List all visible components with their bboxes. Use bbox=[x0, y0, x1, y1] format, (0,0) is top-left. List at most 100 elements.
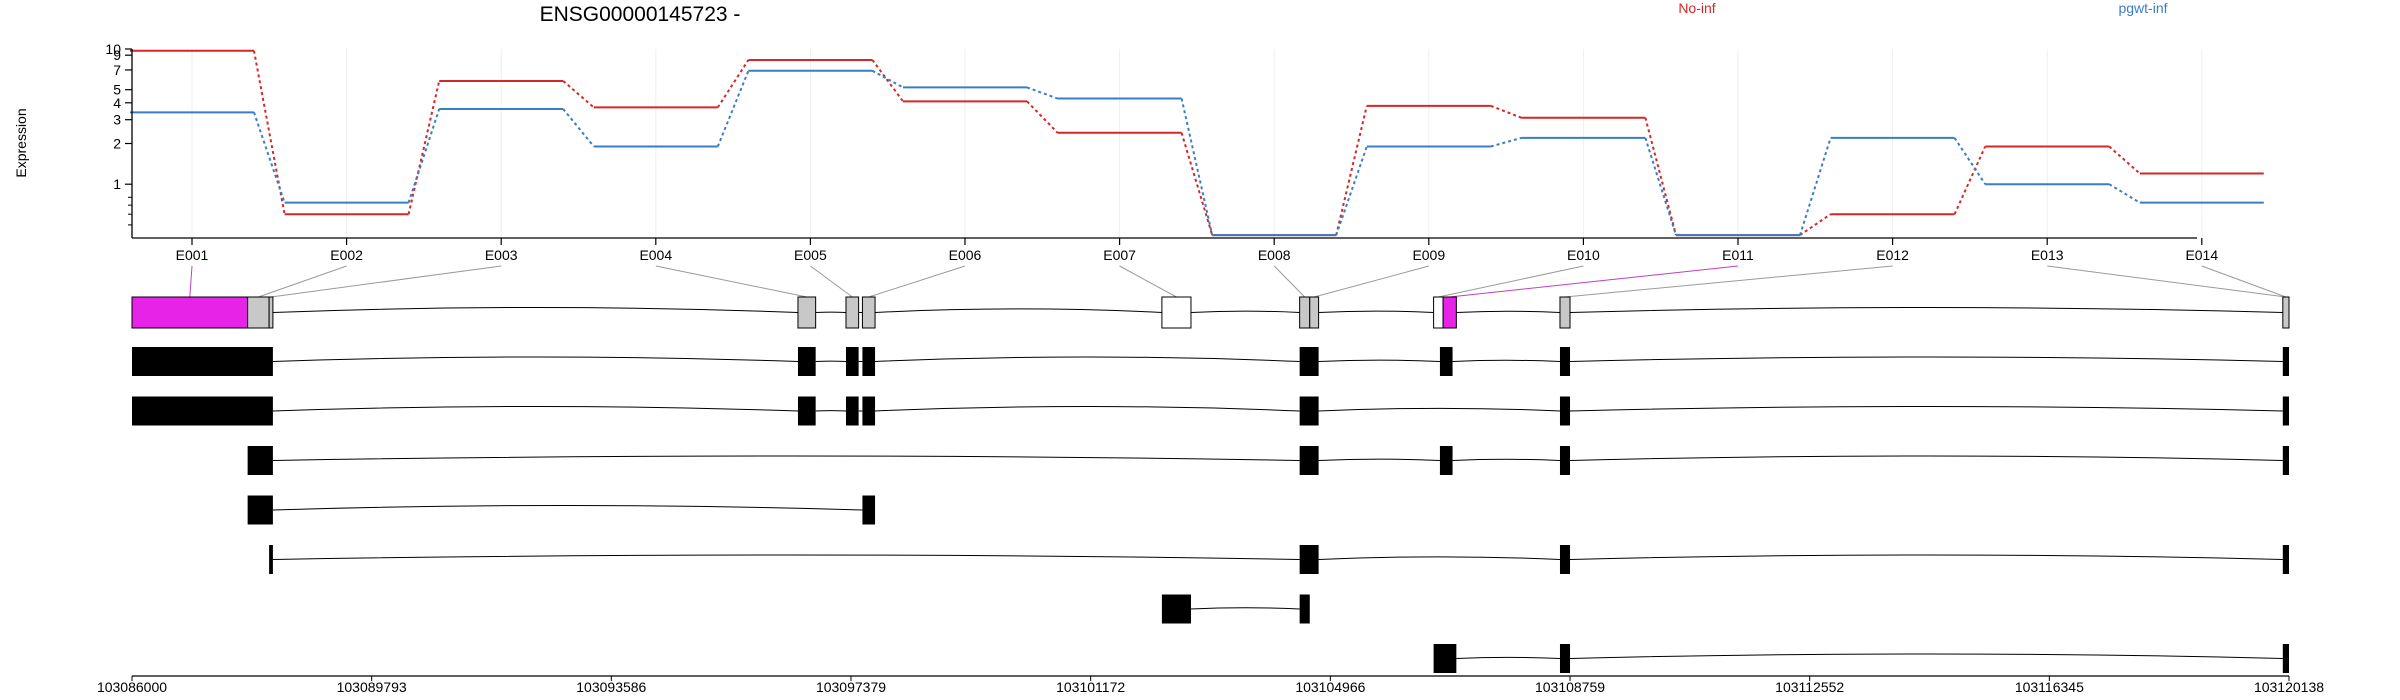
exon-box-e004 bbox=[797, 296, 817, 329]
exon-box-e005 bbox=[845, 296, 860, 329]
transcript-intron bbox=[1318, 458, 1440, 461]
genomic-tick-label-103112552: 103112552 bbox=[1775, 679, 1844, 695]
series-connector-pgwt-inf-e007 bbox=[1180, 98, 1214, 236]
series-connector-no-inf-e006 bbox=[1026, 100, 1059, 134]
x-tick-label-e014: E014 bbox=[2185, 247, 2218, 263]
series-connector-no-inf-e005 bbox=[871, 59, 904, 102]
series-connector-no-inf-e011 bbox=[1799, 213, 1832, 236]
genomic-tick-label-103086000: 103086000 bbox=[97, 679, 167, 695]
exon-box-e011 bbox=[1442, 296, 1457, 329]
series-connector-pgwt-inf-e010 bbox=[1644, 137, 1677, 236]
transcript-exon bbox=[132, 396, 273, 426]
transcript-exon bbox=[1559, 446, 1571, 475]
transcript-intron bbox=[272, 455, 1300, 461]
legend-label-pgwt-inf: pgwt-inf bbox=[2118, 0, 2167, 16]
plot-grid bbox=[191, 49, 2203, 238]
exon-box-e003 bbox=[268, 296, 274, 329]
transcript-intron bbox=[1190, 607, 1300, 610]
series-connector-no-inf-e009 bbox=[1490, 104, 1522, 119]
genomic-tick-label-103089793: 103089793 bbox=[337, 679, 407, 695]
transcript-exon bbox=[2282, 446, 2289, 475]
genomic-tick-label-103097379: 103097379 bbox=[816, 679, 886, 695]
x-tick-label-e009: E009 bbox=[1412, 247, 1445, 263]
transcript-exon bbox=[1559, 545, 1571, 574]
connector-line-e014 bbox=[2201, 265, 2287, 298]
series-connector-no-inf-e012 bbox=[1953, 146, 1987, 215]
series-connector-pgwt-inf-e006 bbox=[1026, 86, 1058, 100]
transcript-intron bbox=[1318, 359, 1440, 362]
transcript-intron bbox=[1570, 554, 2283, 560]
series-connector-no-inf-e013 bbox=[2108, 145, 2141, 175]
genomic-tick-label-103120138: 103120138 bbox=[2254, 679, 2324, 695]
transcript-exon bbox=[247, 446, 273, 475]
transcript-tracks bbox=[132, 347, 2289, 673]
series-connector-pgwt-inf-e002 bbox=[407, 108, 441, 203]
transcript-exon bbox=[797, 396, 816, 426]
intron-line bbox=[272, 307, 798, 313]
series-pgwt-inf bbox=[130, 69, 2264, 237]
transcript-exon bbox=[862, 396, 876, 426]
transcript-exon bbox=[1299, 594, 1310, 624]
transcript-4 bbox=[247, 495, 876, 525]
connector-line-e011 bbox=[1449, 265, 1739, 298]
exon-box-e009 bbox=[1309, 296, 1320, 329]
x-tick-label-e008: E008 bbox=[1258, 247, 1291, 263]
x-tick-label-e002: E002 bbox=[330, 247, 363, 263]
series-connector-no-inf-e007 bbox=[1180, 132, 1214, 236]
transcript-6 bbox=[1161, 594, 1310, 624]
series-connector-no-inf-e001 bbox=[253, 50, 286, 215]
transcript-exon bbox=[269, 545, 273, 574]
transcript-intron bbox=[875, 406, 1300, 412]
exon-box-e001 bbox=[131, 296, 249, 329]
genomic-coordinate-axis: 103086000 103089793 103093586 103097379 1031… bbox=[97, 675, 2324, 695]
series-connector-pgwt-inf-e012 bbox=[1953, 137, 1987, 185]
transcript-exon bbox=[2282, 644, 2289, 673]
connector-line-e010 bbox=[1438, 265, 1584, 298]
y-tick-label-7: 7 bbox=[113, 62, 121, 78]
intron-line bbox=[1570, 307, 2283, 313]
exon-model-track bbox=[131, 296, 2290, 329]
transcript-exon bbox=[1299, 446, 1319, 475]
connector-line-e013 bbox=[2047, 265, 2286, 298]
series-connector-pgwt-inf-e013 bbox=[2108, 183, 2141, 204]
series-no-inf bbox=[130, 49, 2264, 237]
exon-box-e002 bbox=[247, 296, 270, 329]
legend-label-no-inf: No-inf bbox=[1678, 0, 1715, 16]
x-tick-label-e003: E003 bbox=[485, 247, 518, 263]
genomic-tick-label-103108759: 103108759 bbox=[1535, 679, 1605, 695]
genomic-tick-label-103104966: 103104966 bbox=[1295, 679, 1365, 695]
x-tick-label-e013: E013 bbox=[2031, 247, 2064, 263]
transcript-exon bbox=[1299, 545, 1319, 574]
transcript-exon bbox=[2282, 396, 2289, 426]
transcript-exon bbox=[797, 347, 816, 376]
x-ticks: E001 E002 E003 E004 E005 E006 E007 E008 E009 E010… bbox=[176, 238, 2218, 263]
transcript-intron bbox=[1570, 406, 2283, 412]
transcript-exon bbox=[1433, 644, 1457, 673]
y-tick-label-5: 5 bbox=[113, 82, 121, 98]
transcript-intron bbox=[1570, 653, 2283, 659]
transcript-exon bbox=[247, 495, 273, 525]
series-connector-pgwt-inf-e008 bbox=[1335, 146, 1368, 236]
transcript-exon bbox=[1559, 644, 1571, 673]
y-tick-label-2: 2 bbox=[113, 136, 121, 152]
transcript-exon bbox=[1559, 347, 1571, 376]
transcript-exon bbox=[1161, 594, 1191, 624]
series-connector-pgwt-inf-e003 bbox=[562, 108, 595, 148]
transcript-intron bbox=[875, 356, 1300, 362]
series-connector-no-inf-e002 bbox=[407, 80, 441, 215]
transcript-exon bbox=[845, 347, 859, 376]
transcript-intron bbox=[1452, 458, 1560, 461]
exon-box-e008 bbox=[1299, 296, 1311, 329]
series-connector-no-inf-e003 bbox=[562, 80, 595, 109]
connector-line-e007 bbox=[1119, 265, 1177, 298]
exon-connector-lines bbox=[189, 265, 2287, 298]
transcript-intron bbox=[1456, 656, 1560, 659]
transcript-exon bbox=[862, 347, 876, 376]
x-tick-label-e001: E001 bbox=[176, 247, 209, 263]
x-tick-label-e010: E010 bbox=[1567, 247, 1600, 263]
transcript-exon bbox=[1439, 347, 1453, 376]
transcript-intron bbox=[272, 356, 798, 362]
y-tick-label-10: 10 bbox=[105, 41, 121, 57]
transcript-intron bbox=[1452, 359, 1560, 362]
